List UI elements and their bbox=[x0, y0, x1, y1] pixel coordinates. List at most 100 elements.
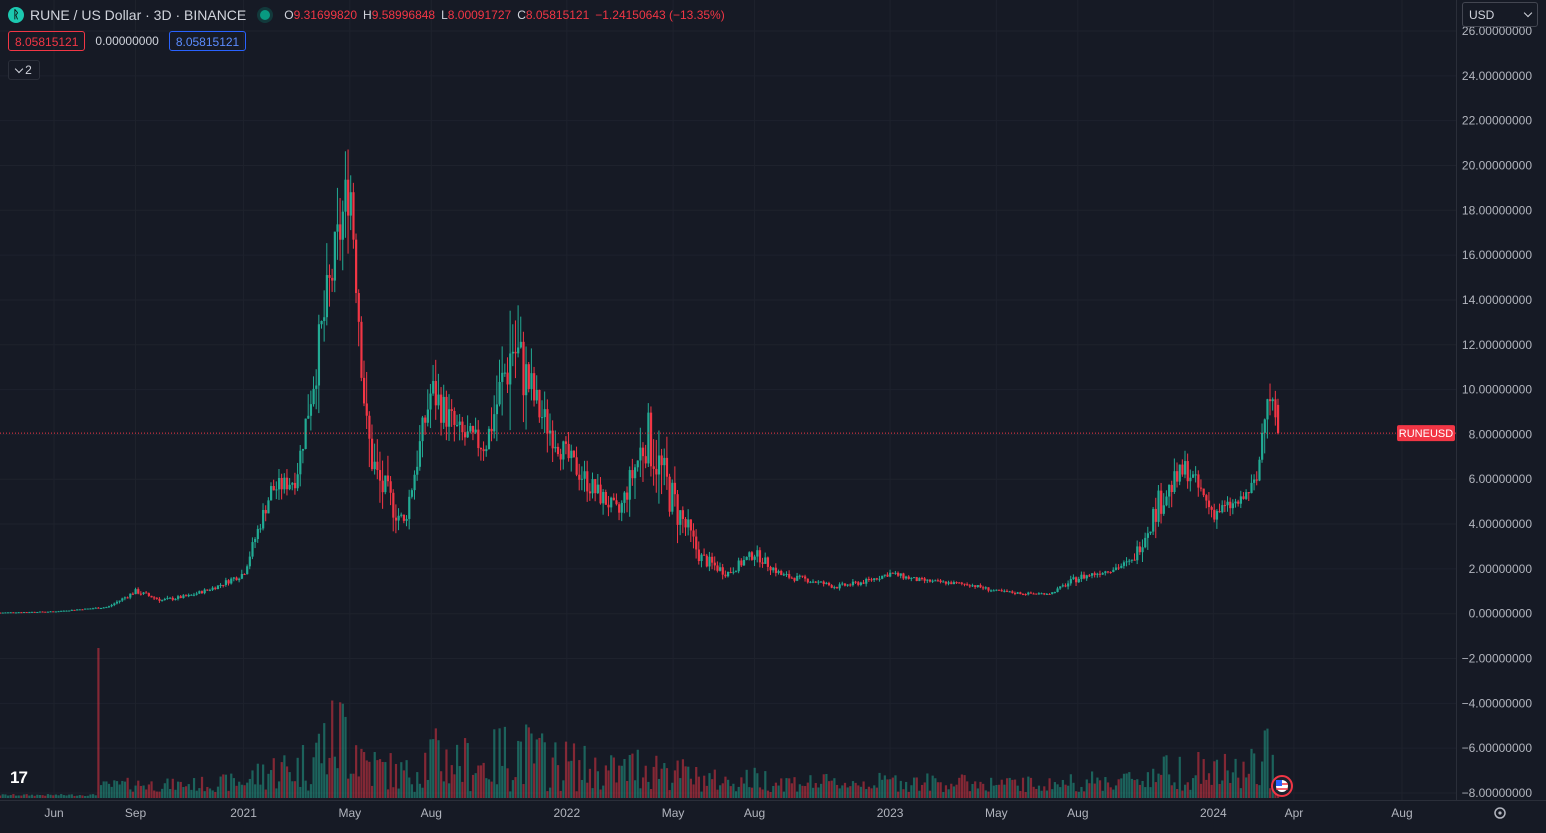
volume-bar bbox=[1189, 789, 1192, 798]
volume-bar bbox=[1051, 789, 1054, 798]
candle-body bbox=[360, 321, 363, 378]
volume-bar bbox=[1093, 783, 1096, 798]
candle bbox=[719, 562, 722, 572]
candle bbox=[291, 481, 294, 491]
volume-bar bbox=[631, 753, 634, 798]
tradingview-logo-icon[interactable]: 17 bbox=[10, 768, 28, 787]
candle bbox=[1234, 498, 1237, 508]
candle bbox=[285, 469, 289, 496]
volume-bar bbox=[1218, 783, 1221, 798]
candle-body bbox=[339, 224, 342, 240]
candle-body bbox=[883, 574, 886, 576]
candle bbox=[450, 399, 453, 427]
axis-settings-icon[interactable] bbox=[1494, 807, 1506, 819]
volume-bar bbox=[1013, 779, 1017, 798]
candle bbox=[634, 464, 637, 499]
volume-bar bbox=[1146, 772, 1149, 798]
volume-bar bbox=[742, 783, 746, 798]
buy-button[interactable]: 8.05815121 bbox=[168, 31, 247, 51]
candle bbox=[36, 611, 39, 614]
candle-body bbox=[1035, 593, 1038, 595]
candle bbox=[275, 481, 278, 500]
volume-bar bbox=[501, 765, 504, 798]
volume-bar bbox=[1122, 773, 1126, 798]
candle-body bbox=[450, 409, 453, 411]
candle bbox=[548, 413, 552, 446]
candle-body bbox=[458, 421, 461, 426]
candle-body bbox=[235, 577, 238, 581]
candle-body bbox=[416, 466, 419, 475]
candle bbox=[1043, 592, 1046, 596]
candle-body bbox=[1202, 488, 1205, 496]
volume-bar bbox=[262, 764, 265, 798]
candle bbox=[631, 458, 634, 486]
currency-select[interactable]: USD bbox=[1462, 2, 1538, 27]
volume-bar bbox=[211, 790, 214, 798]
volume-bar bbox=[1191, 778, 1195, 798]
candle-body bbox=[68, 610, 71, 612]
market-status-icon[interactable] bbox=[260, 10, 271, 20]
candle-body bbox=[934, 580, 937, 582]
candle-body bbox=[384, 475, 387, 493]
volume-bar bbox=[554, 742, 557, 798]
volume-bar bbox=[477, 765, 480, 798]
candle-body bbox=[107, 606, 111, 608]
volume-bar bbox=[942, 791, 945, 798]
volume-bar bbox=[955, 784, 958, 798]
candle bbox=[987, 587, 990, 593]
candle bbox=[357, 289, 360, 347]
price-tick-label: 24.00000000 bbox=[1462, 69, 1532, 83]
candle bbox=[1183, 450, 1187, 479]
candle-body bbox=[894, 572, 897, 574]
volume-bar bbox=[1130, 778, 1134, 798]
time-tick-label: Aug bbox=[1067, 806, 1088, 820]
candle bbox=[12, 612, 15, 614]
volume-bar bbox=[20, 795, 23, 798]
volume-bar bbox=[538, 737, 541, 798]
candle-body bbox=[277, 478, 281, 490]
volume-bar bbox=[402, 770, 406, 798]
indicators-toggle-button[interactable]: 2 bbox=[8, 60, 40, 80]
candle bbox=[559, 448, 562, 471]
candle-body bbox=[719, 567, 722, 571]
volume-bar bbox=[891, 777, 894, 798]
volume-bar bbox=[1245, 777, 1248, 798]
candle-body bbox=[28, 612, 31, 614]
volume-bar bbox=[971, 783, 974, 798]
candle bbox=[413, 470, 416, 500]
candle-body bbox=[615, 500, 618, 505]
volume-bar bbox=[1064, 784, 1067, 798]
candle-body bbox=[1157, 490, 1160, 522]
us-flag-event-icon[interactable] bbox=[1270, 775, 1293, 797]
candle-body bbox=[240, 574, 243, 579]
volume-bar bbox=[827, 781, 831, 798]
volume-bar bbox=[734, 791, 738, 798]
symbol-legend[interactable]: ᚱ RUNE / US Dollar · 3D · BINANCE O 9.31… bbox=[8, 5, 725, 25]
candle bbox=[912, 576, 916, 579]
candle bbox=[1059, 586, 1062, 590]
volume-bar bbox=[270, 770, 273, 798]
candle bbox=[862, 579, 865, 585]
candle bbox=[612, 493, 615, 501]
candle bbox=[1128, 558, 1131, 566]
symbol-title[interactable]: RUNE / US Dollar · 3D · BINANCE bbox=[30, 7, 247, 23]
candle bbox=[546, 399, 549, 453]
candle-body bbox=[304, 418, 307, 449]
candle bbox=[615, 493, 618, 506]
volume-bar bbox=[1202, 759, 1205, 798]
volume-bar bbox=[1237, 777, 1240, 798]
candle bbox=[495, 375, 499, 442]
volume-bar bbox=[386, 789, 390, 798]
sell-button[interactable]: 8.05815121 bbox=[8, 31, 86, 51]
candle-body bbox=[270, 486, 273, 501]
candle bbox=[331, 268, 334, 292]
candle-body bbox=[644, 456, 647, 464]
candle bbox=[854, 580, 857, 584]
volume-bar bbox=[623, 759, 626, 798]
volume-bar bbox=[1040, 790, 1043, 798]
candle bbox=[742, 556, 746, 567]
volume-bar bbox=[732, 783, 735, 798]
volume-bar bbox=[636, 749, 639, 798]
candle-body bbox=[1120, 565, 1123, 568]
